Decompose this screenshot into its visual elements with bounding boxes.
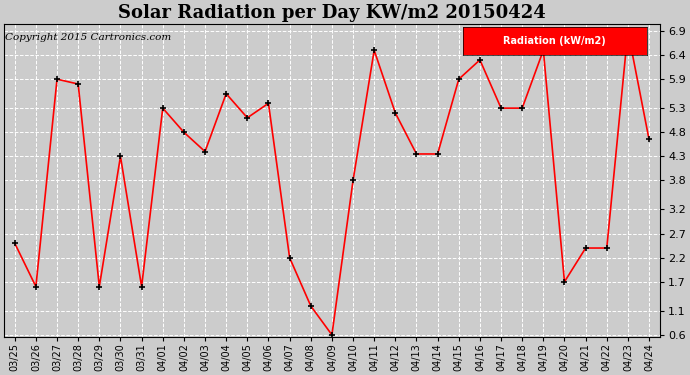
Title: Solar Radiation per Day KW/m2 20150424: Solar Radiation per Day KW/m2 20150424 — [118, 4, 546, 22]
Text: Copyright 2015 Cartronics.com: Copyright 2015 Cartronics.com — [6, 33, 172, 42]
